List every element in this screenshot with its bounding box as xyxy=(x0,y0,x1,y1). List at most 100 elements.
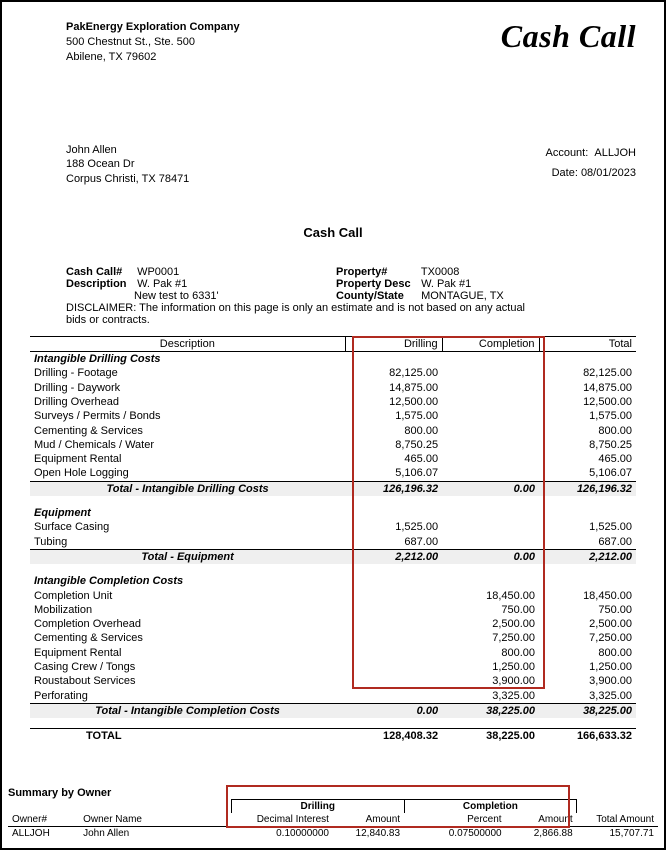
col-dec-int: Decimal Interest xyxy=(231,813,333,827)
item-label: Equipment Rental xyxy=(30,452,345,466)
summary-comp-amount: 2,866.88 xyxy=(506,827,577,841)
col-owner-num: Owner# xyxy=(8,813,79,827)
line-item: Surveys / Permits / Bonds1,575.001,575.0… xyxy=(30,409,636,423)
grand-label: TOTAL xyxy=(30,728,345,743)
summary-completion-group: Completion xyxy=(404,800,577,814)
item-drilling: 1,575.00 xyxy=(345,409,442,423)
date-label: Date: xyxy=(552,167,578,179)
recipient-name: John Allen xyxy=(66,143,189,158)
disclaimer: DISCLAIMER: The information on this page… xyxy=(66,302,546,326)
subtotal-drilling: 126,196.32 xyxy=(345,481,442,496)
line-item: Cementing & Services7,250.007,250.00 xyxy=(30,631,636,645)
item-total: 3,900.00 xyxy=(539,674,636,688)
summary-drill-amount: 12,840.83 xyxy=(333,827,404,841)
property-label: Property# xyxy=(336,266,418,278)
item-total: 82,125.00 xyxy=(539,366,636,380)
item-completion: 3,325.00 xyxy=(442,689,539,704)
line-item: Drilling - Daywork14,875.0014,875.00 xyxy=(30,381,636,395)
account-line: Account: ALLJOH xyxy=(545,143,636,164)
item-completion xyxy=(442,535,539,550)
line-item: Completion Overhead2,500.002,500.00 xyxy=(30,617,636,631)
summary-owner-num: ALLJOH xyxy=(8,827,79,841)
summary-percent: 0.07500000 xyxy=(404,827,506,841)
line-item: Mobilization750.00750.00 xyxy=(30,603,636,617)
item-drilling: 465.00 xyxy=(345,452,442,466)
item-label: Tubing xyxy=(30,535,345,550)
grand-completion: 38,225.00 xyxy=(442,728,539,743)
item-drilling xyxy=(345,660,442,674)
summary-heading: Summary by Owner xyxy=(8,787,658,799)
item-drilling: 687.00 xyxy=(345,535,442,550)
document-page: PakEnergy Exploration Company 500 Chestn… xyxy=(0,0,666,850)
col-percent: Percent xyxy=(404,813,506,827)
summary-drilling-group: Drilling xyxy=(231,800,404,814)
grand-drilling: 128,408.32 xyxy=(345,728,442,743)
line-item: Cementing & Services800.00800.00 xyxy=(30,424,636,438)
item-completion xyxy=(442,452,539,466)
col-description: Description xyxy=(30,337,345,352)
description-value: W. Pak #1 xyxy=(137,278,187,290)
item-completion: 1,250.00 xyxy=(442,660,539,674)
line-item: Roustabout Services3,900.003,900.00 xyxy=(30,674,636,688)
item-drilling xyxy=(345,631,442,645)
item-label: Drilling Overhead xyxy=(30,395,345,409)
account-block: Account: ALLJOH Date: 08/01/2023 xyxy=(545,143,636,188)
item-completion xyxy=(442,466,539,481)
summary-group-header: Drilling Completion xyxy=(8,800,658,814)
account-label: Account: xyxy=(545,147,588,159)
line-item: Perforating3,325.003,325.00 xyxy=(30,689,636,704)
item-label: Cementing & Services xyxy=(30,424,345,438)
summary-table: Drilling Completion Owner# Owner Name De… xyxy=(8,799,658,840)
subtotal-completion: 0.00 xyxy=(442,481,539,496)
item-label: Completion Unit xyxy=(30,589,345,603)
item-drilling xyxy=(345,617,442,631)
recipient-addr2: Corpus Christi, TX 78471 xyxy=(66,172,189,187)
item-total: 12,500.00 xyxy=(539,395,636,409)
item-label: Mud / Chemicals / Water xyxy=(30,438,345,452)
meta-block: Cash Call# WP0001 Property# TX0008 Descr… xyxy=(66,266,636,326)
summary-dec-int: 0.10000000 xyxy=(231,827,333,841)
item-total: 8,750.25 xyxy=(539,438,636,452)
item-drilling xyxy=(345,674,442,688)
item-label: Equipment Rental xyxy=(30,646,345,660)
line-item: Tubing687.00687.00 xyxy=(30,535,636,550)
item-drilling xyxy=(345,689,442,704)
item-label: Open Hole Logging xyxy=(30,466,345,481)
item-drilling: 1,525.00 xyxy=(345,520,442,534)
account-value: ALLJOH xyxy=(594,147,636,159)
item-total: 5,106.07 xyxy=(539,466,636,481)
line-item: Completion Unit18,450.0018,450.00 xyxy=(30,589,636,603)
item-label: Completion Overhead xyxy=(30,617,345,631)
item-completion: 7,250.00 xyxy=(442,631,539,645)
description2-value: New test to 6331' xyxy=(134,290,219,302)
item-completion xyxy=(442,409,539,423)
item-label: Surveys / Permits / Bonds xyxy=(30,409,345,423)
subtotal-label: Total - Equipment xyxy=(30,549,345,564)
line-item: Equipment Rental465.00465.00 xyxy=(30,452,636,466)
item-total: 18,450.00 xyxy=(539,589,636,603)
item-completion xyxy=(442,381,539,395)
item-total: 3,325.00 xyxy=(539,689,636,704)
item-label: Casing Crew / Tongs xyxy=(30,660,345,674)
county-label: County/State xyxy=(336,290,418,302)
section-header: Intangible Completion Costs xyxy=(30,574,636,588)
item-total: 7,250.00 xyxy=(539,631,636,645)
costs-area: Description Drilling Completion Total In… xyxy=(30,336,636,743)
item-drilling: 12,500.00 xyxy=(345,395,442,409)
date-line: Date: 08/01/2023 xyxy=(545,163,636,184)
item-drilling xyxy=(345,603,442,617)
header: PakEnergy Exploration Company 500 Chestn… xyxy=(66,20,636,65)
recipient-addr1: 188 Ocean Dr xyxy=(66,157,189,172)
item-drilling: 8,750.25 xyxy=(345,438,442,452)
item-drilling: 800.00 xyxy=(345,424,442,438)
col-total-amount: Total Amount xyxy=(577,813,658,827)
date-value: 08/01/2023 xyxy=(581,167,636,179)
section-header: Intangible Drilling Costs xyxy=(30,352,636,367)
item-completion xyxy=(442,438,539,452)
description-label: Description xyxy=(66,278,134,290)
item-total: 800.00 xyxy=(539,646,636,660)
costs-header-row: Description Drilling Completion Total xyxy=(30,337,636,352)
meta-row-3: New test to 6331' County/State MONTAGUE,… xyxy=(66,290,636,302)
summary-owner-name: John Allen xyxy=(79,827,231,841)
item-total: 750.00 xyxy=(539,603,636,617)
